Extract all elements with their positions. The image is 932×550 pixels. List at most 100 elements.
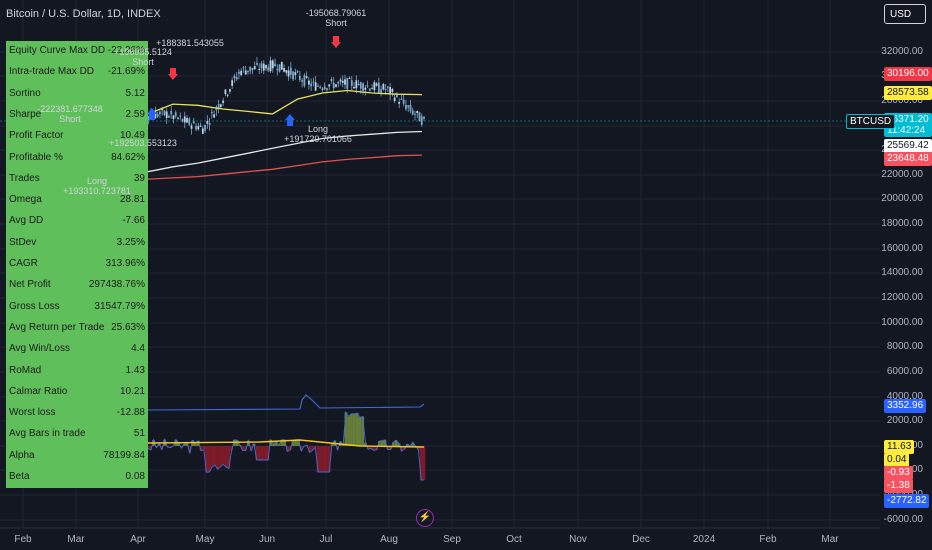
stats-row: Avg DD -7.66 [9,211,145,232]
ema_long-line [147,154,423,180]
candle-body [301,80,304,82]
stats-value: 5.12 [125,87,145,99]
candle-body [339,79,342,82]
candle-body [181,118,184,122]
ema_short-line [147,89,423,115]
stats-value: 51 [133,428,145,440]
candle-body [278,64,281,72]
price-tag-value: -0.93 [887,467,910,478]
candle-body [414,113,416,115]
price-axis-label: 28000.00 [881,95,923,106]
stats-label: Avg Return per Trade [9,321,105,333]
short-arrow [331,36,341,48]
price-tag: 23648.48 [884,152,932,166]
stats-label: Net Profit [9,279,51,291]
trade-pnl: +191729.701066 [284,134,352,144]
candle-body [154,111,157,119]
candle-body [262,63,265,71]
countdown-timer: 11:42:24 [887,125,926,136]
candle-body [201,128,204,134]
candle-body [292,71,294,80]
candle-body [242,67,245,69]
candle-body [256,62,258,65]
trade-annotation: +196035.5124 Short [114,47,172,67]
candle-body [195,126,197,130]
stats-panel: Equity Curve Max DD -22.26% Intra-trade Ma… [6,41,148,488]
stats-value: 84.62% [111,151,145,163]
long-arrow [285,114,295,126]
price-axis-label: 12000.00 [881,292,923,303]
candle-body [332,82,335,89]
trade-annotation: -195068.79061 Short [306,8,367,28]
price-tag: 28573.58 [884,86,932,100]
trade-annotation: +188381.543055 [156,38,224,48]
equity-curve-line [147,394,425,411]
candle-body [337,82,340,84]
time-axis-label: Feb [14,534,32,545]
candle-body [411,110,414,115]
candle-body [341,80,344,83]
candle-body [197,126,200,130]
price-tag-value: 3352.96 [887,400,924,411]
stats-row: Omega 28.81 [9,190,145,211]
stats-row: Profit Factor 10.49 [9,126,145,147]
price-axis-label: 10000.00 [881,317,923,328]
currency-button[interactable]: USD [884,4,926,24]
stats-value: 3.25% [116,236,145,248]
candle-body [280,61,283,70]
time-axis-label: Aug [380,534,398,545]
lightning-icon[interactable]: ⚡ [416,509,434,527]
stats-row: Net Profit 297438.76% [9,275,145,296]
long-arrow [147,108,157,120]
ema_mid-line [147,130,423,173]
stats-label: Gross Loss [9,300,60,312]
stats-value: 1.43 [125,364,145,376]
stats-label: Trades [9,172,40,184]
stats-row: Profitable % 84.62% [9,148,145,169]
price-tag: 3352.96 [884,399,927,413]
stats-row: Beta 0.08 [9,467,145,488]
stats-label: RoMad [9,364,42,376]
candle-body [208,122,211,125]
candle-body [296,71,299,73]
candle-body [350,80,353,86]
stats-row: Avg Win/Loss 4.4 [9,339,145,360]
candle-body [172,115,175,120]
stats-value: 0.08 [125,471,145,482]
candle-body [161,109,164,111]
time-axis-label: Mar [67,534,85,545]
candle-body [240,70,243,76]
stats-row: Equity Curve Max DD -22.26% [9,41,145,62]
stats-row: Sortino 5.12 [9,84,145,105]
time-axis-label: Sep [443,534,461,545]
candle-body [210,111,213,113]
stats-label: Omega [9,194,42,206]
stats-row: Avg Return per Trade 25.63% [9,318,145,339]
time-axis-label: Jul [319,534,333,545]
stats-label: Worst loss [9,407,56,419]
price-axis-label: 6000.00 [886,366,923,377]
trade-side: Long [307,124,329,134]
candle-body [283,67,285,72]
candle-body [323,86,326,90]
candle-body [267,67,270,71]
trade-pnl: +188381.543055 [156,38,224,48]
trade-pnl: +196035.5124 [114,47,172,57]
price-tag-value: 26371.20 [887,114,929,125]
candle-body [420,116,423,125]
candle-body [307,80,310,85]
price-axis-label: 32000.00 [881,46,923,57]
candle-body [314,82,317,91]
candle-body [235,77,238,80]
candle-body [222,100,225,103]
candle-body [190,125,193,129]
candle-body [183,116,186,123]
candle-body [335,84,337,87]
price-tag-value: 11.63 [887,441,912,452]
candle-body [168,116,170,118]
candle-body [384,88,387,90]
price-tag: 0.04 [884,453,910,467]
candle-body [346,78,349,89]
candle-body [159,111,161,115]
candle-body [163,110,166,115]
